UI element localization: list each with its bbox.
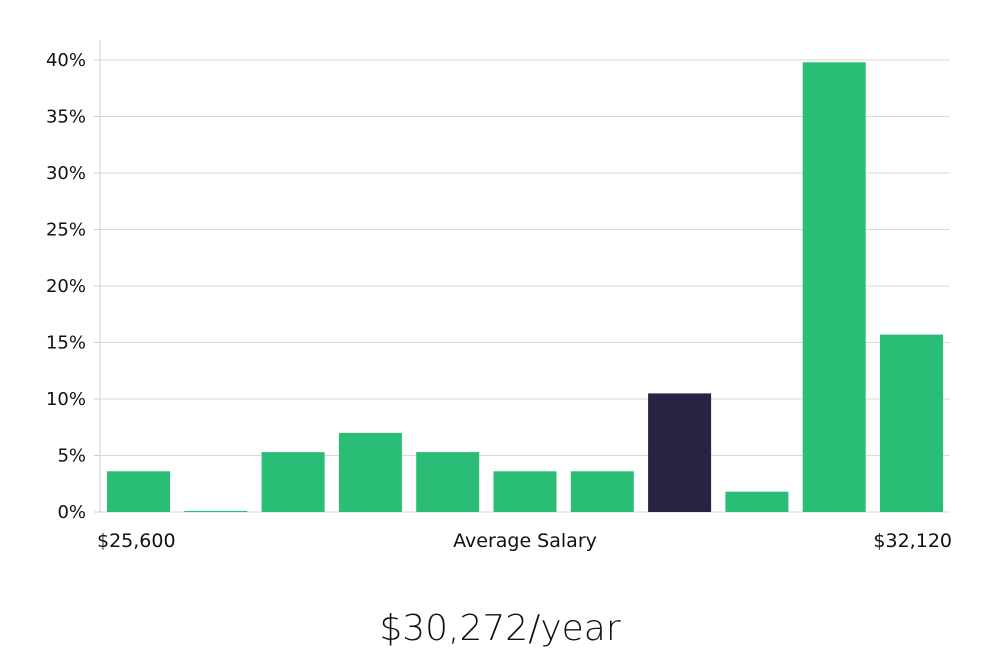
x-max-label: $32,120 [873,530,952,552]
salary-histogram: 0% 5% 10% 15% 20% 25% 30% 35% 40% $25,600 Averag… [46,40,952,552]
y-tick-label: 40% [46,50,86,71]
bar [880,334,943,512]
y-axis-ticks: 0% 5% 10% 15% 20% 25% 30% 35% 40% [46,50,100,523]
bar [107,471,170,512]
average-salary-headline: $30,272/year [379,608,621,649]
bars [107,62,943,513]
y-tick-label: 35% [46,107,86,128]
y-tick-label: 10% [46,389,86,410]
y-tick-label: 5% [57,446,86,467]
y-tick-label: 0% [57,502,86,523]
y-tick-label: 20% [46,276,86,297]
bar [261,452,325,512]
bar [416,452,480,512]
bar [802,62,866,513]
bar [493,471,557,512]
bar [338,432,402,512]
grid-lines [100,59,950,513]
bar [725,491,789,512]
x-axis-label: Average Salary [453,530,597,552]
bar [570,471,634,512]
y-tick-label: 30% [46,163,86,184]
y-tick-label: 15% [46,333,86,354]
x-min-label: $25,600 [97,530,176,552]
bar-highlight [648,393,712,512]
bar [184,510,248,512]
y-tick-label: 25% [46,220,86,241]
